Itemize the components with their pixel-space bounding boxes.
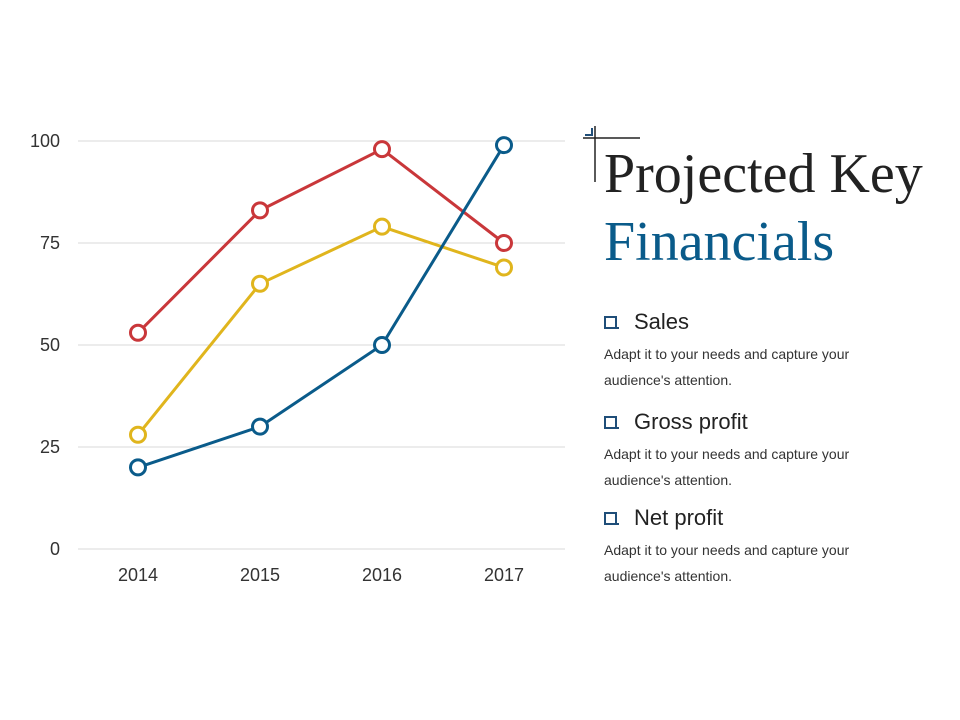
title-block: Projected Key Financials bbox=[604, 140, 923, 276]
series-line bbox=[136, 225, 505, 436]
x-axis-ticks: 2014 2015 2016 2017 bbox=[118, 565, 524, 585]
y-tick-label: 100 bbox=[30, 131, 60, 151]
y-tick-label: 75 bbox=[40, 233, 60, 253]
data-point bbox=[495, 234, 513, 252]
data-point bbox=[495, 258, 513, 277]
x-tick-label: 2016 bbox=[362, 565, 402, 585]
corner-crosshair-icon bbox=[583, 126, 640, 182]
legend-name: Net profit bbox=[634, 505, 724, 530]
data-point bbox=[251, 417, 269, 436]
series-line bbox=[136, 147, 505, 334]
legend-name: Sales bbox=[634, 309, 690, 334]
data-point bbox=[251, 201, 269, 220]
chart-series bbox=[129, 136, 513, 477]
y-tick-label: 50 bbox=[40, 335, 60, 355]
data-point bbox=[129, 323, 147, 342]
legend-description: Adapt it to your needs and capture your … bbox=[604, 542, 850, 584]
series-line bbox=[137, 144, 506, 469]
legend-item-sales: Sales Adapt it to your needs and capture… bbox=[604, 307, 884, 393]
x-tick-label: 2017 bbox=[484, 565, 524, 585]
legend-item-gross-profit: Gross profit Adapt it to your needs and … bbox=[604, 407, 884, 493]
data-point bbox=[251, 274, 269, 293]
checkbox-icon bbox=[604, 415, 619, 429]
data-point bbox=[373, 336, 391, 354]
series-1 bbox=[129, 217, 513, 444]
y-tick-label: 0 bbox=[50, 539, 60, 559]
legend-description: Adapt it to your needs and capture your … bbox=[604, 446, 850, 488]
legend-name: Gross profit bbox=[634, 409, 748, 434]
legend-item-net-profit: Net profit Adapt it to your needs and ca… bbox=[604, 503, 884, 589]
chart-gridlines bbox=[78, 140, 565, 550]
data-point bbox=[495, 136, 513, 155]
x-tick-label: 2014 bbox=[118, 565, 158, 585]
data-point bbox=[373, 140, 391, 159]
checkbox-icon bbox=[604, 511, 619, 525]
data-point bbox=[129, 425, 147, 444]
title-line-2: Financials bbox=[604, 211, 835, 273]
title-line-1: Projected Key bbox=[604, 143, 923, 205]
series-2 bbox=[129, 136, 513, 477]
y-axis-ticks: 0 25 50 75 100 bbox=[30, 131, 60, 559]
y-tick-label: 25 bbox=[40, 437, 60, 457]
x-tick-label: 2015 bbox=[240, 565, 280, 585]
checkbox-icon bbox=[604, 315, 619, 329]
series-0 bbox=[129, 140, 513, 342]
line-chart: 0 25 50 75 100 2014 2015 2016 2017 bbox=[30, 131, 565, 585]
data-point bbox=[129, 458, 147, 477]
legend-description: Adapt it to your needs and capture your … bbox=[604, 346, 850, 388]
data-point bbox=[373, 217, 391, 236]
